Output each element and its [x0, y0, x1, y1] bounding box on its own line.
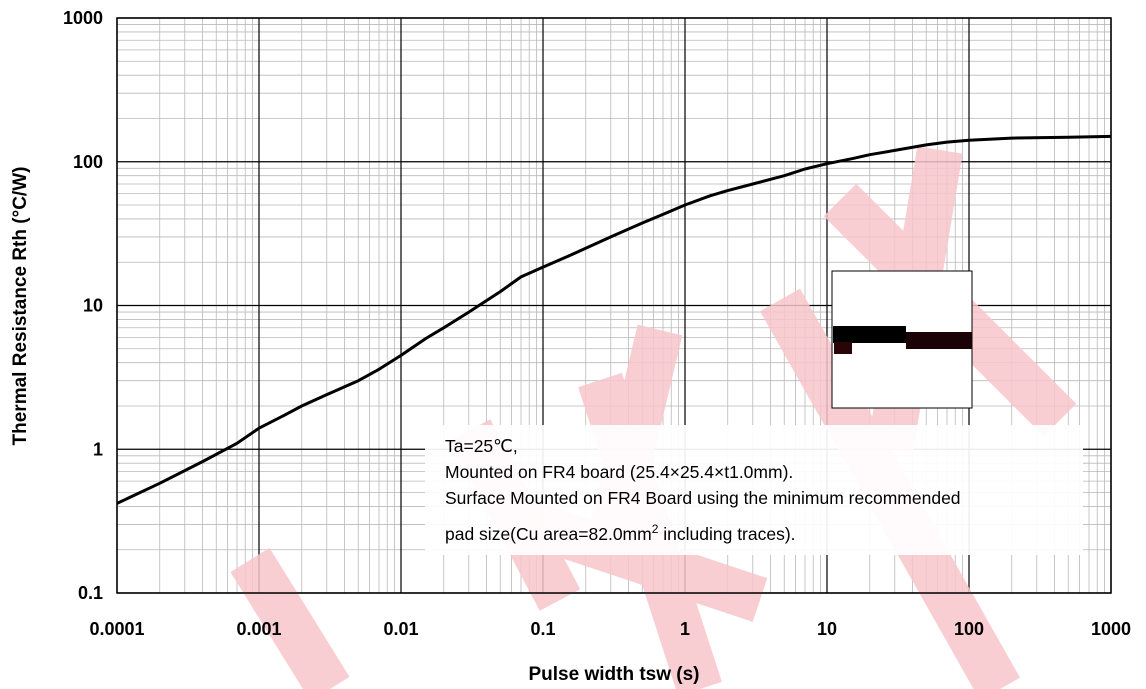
y-axis-title: Thermal Resistance Rth (°C/W) — [10, 167, 31, 446]
package-icon — [831, 270, 973, 409]
x-tick-label: 1 — [680, 619, 690, 639]
y-tick-label: 1 — [93, 439, 103, 459]
y-tick-label: 0.1 — [78, 583, 103, 603]
x-tick-label: 0.1 — [530, 619, 555, 639]
x-tick-label: 10 — [817, 619, 837, 639]
x-tick-label: 0.001 — [236, 619, 281, 639]
x-tick-label: 0.0001 — [89, 619, 144, 639]
note-line-3: Surface Mounted on FR4 Board using the m… — [445, 488, 961, 508]
x-tick-label: 1000 — [1091, 619, 1131, 639]
conditions-note: Ta=25℃, Mounted on FR4 board (25.4×25.4×… — [425, 425, 1083, 555]
x-tick-label: 100 — [954, 619, 984, 639]
x-axis-title: Pulse width tsw (s) — [528, 664, 699, 685]
x-axis-tick-labels: 0.0001 0.001 0.01 0.1 1 10 100 1000 — [89, 619, 1131, 639]
note-line-4: pad size(Cu area=82.0mm2 including trace… — [445, 522, 796, 544]
note-line-4-main: pad size(Cu area=82.0mm — [445, 524, 652, 544]
x-tick-label: 0.01 — [383, 619, 418, 639]
y-tick-label: 1000 — [63, 8, 103, 28]
y-tick-label: 10 — [83, 296, 103, 316]
y-tick-label: 100 — [73, 152, 103, 172]
plot-frame — [116, 17, 1112, 594]
note-superscript: 2 — [652, 522, 659, 536]
note-line-4-tail: including traces). — [658, 524, 795, 544]
thermal-resistance-curve — [116, 134, 1112, 505]
note-line-2: Mounted on FR4 board (25.4×25.4×t1.0mm). — [445, 462, 793, 482]
note-line-1: Ta=25℃, — [445, 436, 518, 456]
y-axis-tick-labels: 0.1 1 10 100 1000 — [63, 8, 103, 603]
